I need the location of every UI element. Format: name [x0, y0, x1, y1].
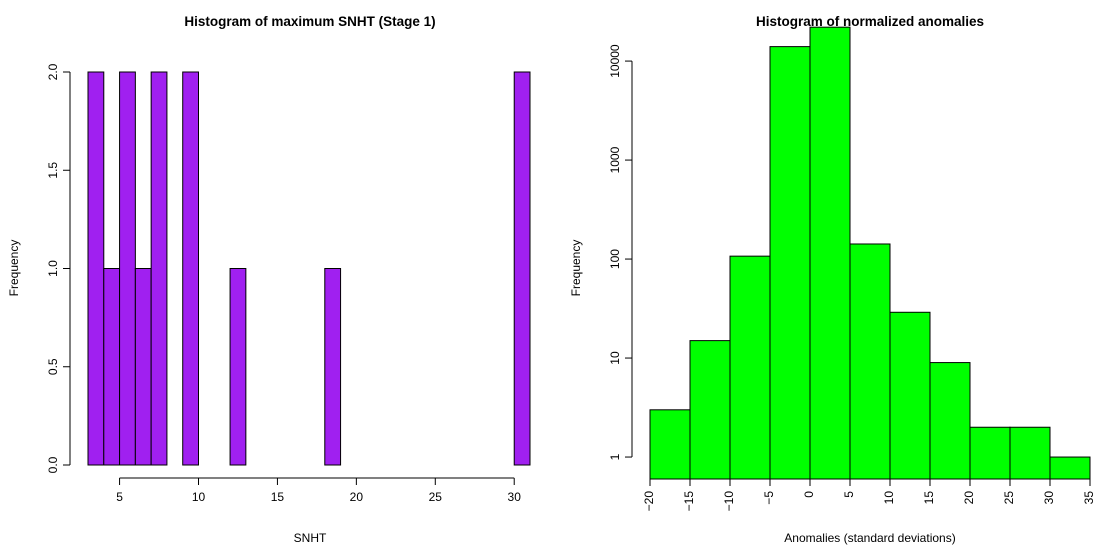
histogram-bar: [103, 268, 121, 466]
y-tick-label: 100: [608, 249, 622, 269]
x-tick-label: −20: [642, 491, 656, 512]
y-tick-label: 1000: [608, 146, 622, 173]
histogram-bar: [87, 71, 105, 466]
histogram-bar: [769, 46, 811, 480]
x-tick-label: 30: [1042, 491, 1056, 505]
x-tick-label: 25: [429, 490, 443, 504]
x-tick-label: 5: [842, 491, 856, 498]
histogram-bar: [324, 268, 342, 466]
x-tick-label: −15: [682, 491, 696, 512]
histogram-bar: [809, 26, 851, 480]
histogram-bar: [849, 243, 891, 480]
histogram-bar: [1049, 456, 1091, 480]
histogram-bar: [729, 255, 771, 480]
y-axis-label: Frequency: [569, 240, 583, 297]
histogram-bar: [229, 268, 247, 466]
x-tick-label: 10: [882, 491, 896, 505]
x-tick-label: 30: [508, 490, 522, 504]
y-axis: 1 10 100 1000 10000: [608, 44, 633, 460]
histogram-bar: [889, 311, 931, 480]
y-tick-label: 0.0: [46, 456, 60, 473]
histogram-bar: [649, 409, 691, 480]
y-tick-label: 10: [608, 351, 622, 365]
histogram-bar: [119, 71, 136, 466]
x-tick-label: 35: [1082, 491, 1094, 505]
histogram-bar: [689, 340, 731, 480]
x-tick-label: 20: [350, 490, 364, 504]
snht-histogram: Histogram of maximum SNHT (Stage 1) SNHT…: [7, 14, 531, 545]
x-axis-label: Anomalies (standard deviations): [784, 531, 955, 545]
y-tick-label: 2.0: [46, 63, 60, 80]
x-tick-label: −5: [762, 491, 776, 505]
x-tick-label: 25: [1002, 491, 1016, 505]
x-tick-label: 0: [802, 491, 816, 498]
y-axis: 0.0 0.5 1.0 1.5 2.0: [46, 63, 71, 473]
x-tick-label: −10: [722, 491, 736, 512]
bars: [87, 71, 531, 466]
y-tick-label: 1: [608, 453, 622, 460]
histogram-bar: [134, 268, 152, 466]
x-tick-label: 15: [922, 491, 936, 505]
histogram-bar: [929, 362, 971, 480]
x-axis-label: SNHT: [294, 531, 327, 545]
x-axis: −20 −15 −10 −5 0 5 10 15 20 25 30 35: [642, 478, 1094, 512]
y-tick-label: 1.0: [46, 260, 60, 277]
histogram-bar: [969, 426, 1011, 480]
x-tick-label: 20: [962, 491, 976, 505]
histogram-bar: [1009, 426, 1051, 480]
y-tick-label: 1.5: [46, 162, 60, 179]
x-axis: 5 10 15 20 25 30: [116, 477, 522, 504]
histogram-bar: [150, 71, 168, 466]
y-axis-label: Frequency: [7, 240, 21, 297]
bars: [649, 26, 1091, 480]
chart-title: Histogram of maximum SNHT (Stage 1): [184, 14, 435, 29]
y-tick-label: 10000: [608, 44, 622, 78]
x-tick-label: 10: [192, 490, 206, 504]
histogram-bar: [513, 71, 531, 466]
histogram-bar: [182, 71, 199, 466]
x-tick-label: 15: [271, 490, 285, 504]
y-tick-label: 0.5: [46, 358, 60, 375]
chart-title: Histogram of normalized anomalies: [756, 14, 984, 29]
x-tick-label: 5: [116, 490, 123, 504]
anomalies-histogram: Histogram of normalized anomalies Anomal…: [569, 14, 1094, 545]
